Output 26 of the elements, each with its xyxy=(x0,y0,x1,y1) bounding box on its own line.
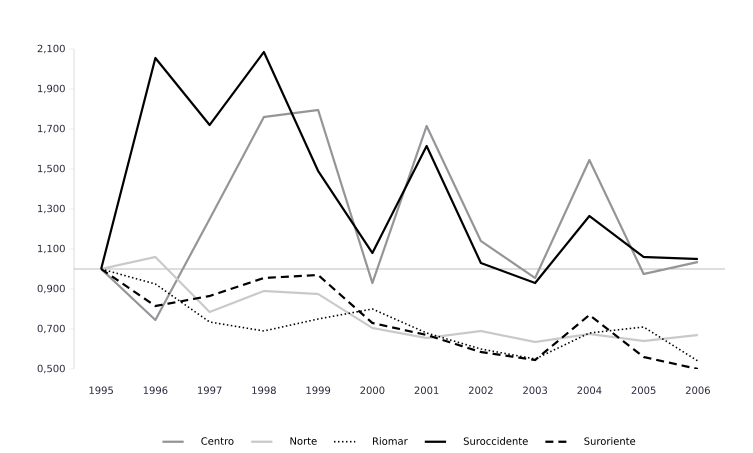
y-tick-label: 1,900 xyxy=(38,84,65,94)
x-tick-label: 2000 xyxy=(360,386,384,394)
legend-label: Riomar xyxy=(373,437,408,445)
y-tick-label: 0,700 xyxy=(38,324,65,334)
x-tick-label: 2004 xyxy=(577,386,602,394)
x-tick-label: 1997 xyxy=(198,386,222,394)
y-tick-label: 0,900 xyxy=(38,284,65,294)
x-tick-label: 2003 xyxy=(523,386,548,394)
x-tick-label: 1999 xyxy=(306,386,330,394)
y-tick-label: 2,100 xyxy=(38,44,65,54)
legend-label: Suroccidente xyxy=(464,437,528,445)
legend-label: Centro xyxy=(201,437,234,445)
x-tick-label: 2001 xyxy=(414,386,438,394)
legend-label: Norte xyxy=(290,437,317,445)
x-tick-label: 1996 xyxy=(144,386,168,394)
y-tick-label: 1,100 xyxy=(38,244,65,254)
y-tick-label: 1,500 xyxy=(38,164,65,174)
x-tick-label: 2005 xyxy=(632,386,656,394)
x-tick-label: 2002 xyxy=(468,386,493,394)
y-tick-label: 1,700 xyxy=(38,124,65,134)
x-tick-label: 1998 xyxy=(252,386,276,394)
legend-label: Suroriente xyxy=(584,437,636,445)
y-tick-label: 0,500 xyxy=(38,364,65,374)
x-tick-label: 1995 xyxy=(90,386,113,394)
x-tick-label: 2006 xyxy=(686,386,710,394)
y-tick-label: 1,300 xyxy=(38,204,65,214)
